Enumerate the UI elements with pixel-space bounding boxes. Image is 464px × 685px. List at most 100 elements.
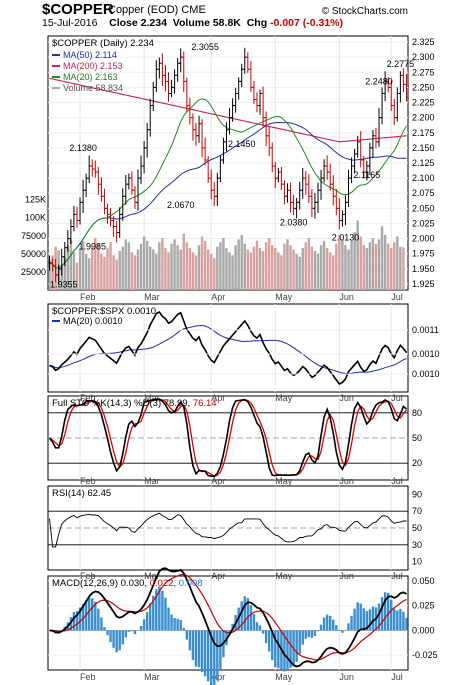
ratio-panel-frame [47, 303, 409, 393]
macd-histogram-bar [130, 630, 134, 632]
volume-bar [258, 248, 262, 290]
macd-y-tick-label: 0.000 [412, 625, 435, 635]
volume-bar [210, 253, 213, 290]
sto-y-tick-label: 80 [412, 408, 422, 418]
macd-title-macd: 0.030, [121, 578, 150, 589]
macd-title-hist: 0.008 [179, 578, 203, 589]
macd-histogram-bar [182, 627, 185, 631]
quote-line: 15-Jul-2016 Close 2.234 Volume 58.8K Chg… [42, 17, 343, 29]
sto-title-d: 76.14 [193, 398, 217, 409]
macd-histogram-bar [121, 630, 124, 645]
price-annotation: 2.0670 [167, 200, 195, 210]
sto-panel-month-label-may: May [275, 476, 293, 486]
sto-d-line [49, 398, 408, 477]
volume-bar [145, 240, 149, 290]
macd-histogram-bar [109, 630, 112, 643]
volume-bar [332, 255, 335, 290]
price-y-tick-label: 2.025 [412, 218, 435, 228]
volume-bar [225, 248, 228, 290]
volume-bar [386, 243, 390, 290]
price-y-tick-label: 2.075 [412, 188, 435, 198]
macd-histogram-bar [328, 615, 332, 631]
volume-bar [161, 237, 164, 290]
volume-bar [127, 242, 131, 290]
rsi-y-tick-label: 50 [412, 523, 422, 533]
price-panel-month-label-mar: Mar [144, 292, 160, 302]
volume-value: 58.8K [212, 17, 241, 29]
sto-y-tick-label: 50 [412, 433, 422, 443]
volume-bar [188, 248, 192, 290]
sto-panel-month-label-feb: Feb [80, 476, 96, 486]
price-y-tick-label: 2.300 [412, 52, 435, 62]
ma200-line [49, 77, 407, 143]
volume-bar [380, 226, 384, 290]
sto-chart-title: Full STO %K(14,3) %D(3) 78.99, 76.14 [52, 398, 217, 409]
price-annotation: 2.2775 [387, 59, 415, 69]
sto-panel-month-label-apr: Apr [211, 476, 225, 486]
macd-histogram-bar [145, 612, 149, 631]
macd-histogram-bar [365, 610, 369, 631]
macd-histogram-bar [72, 611, 76, 631]
volume-bar [277, 252, 280, 290]
macd-histogram-bar [298, 630, 301, 655]
ma50-line [49, 121, 407, 269]
macd-histogram-bar [200, 630, 204, 672]
macd-histogram-bar [313, 630, 317, 636]
volume-bar [94, 237, 97, 290]
volume-bar [267, 237, 271, 290]
price-y-tick-label: 2.125 [412, 158, 435, 168]
macd-y-tick-label: 0.025 [412, 601, 435, 611]
macd-histogram-bar [213, 630, 216, 685]
macd-histogram-bar [173, 617, 176, 631]
volume-bar [313, 250, 317, 290]
volume-bar [197, 245, 201, 290]
volume-bar [255, 240, 259, 290]
volume-bar [393, 242, 396, 290]
volume-bar [301, 248, 304, 290]
volume-bar [240, 235, 243, 290]
macd-histogram-bar [274, 630, 277, 668]
price-annotation: 1.9355 [50, 280, 78, 290]
volume-bar [179, 249, 182, 290]
volume-bar [243, 243, 246, 290]
volume-bar [368, 242, 372, 290]
volume-tick-label: 100K [25, 213, 46, 223]
macd-title-name: MACD(12,26,9) [52, 578, 121, 589]
volume-bar [295, 253, 298, 290]
volume-bar [292, 249, 295, 290]
macd-panel-month-label-may: May [275, 672, 293, 682]
volume-bar [316, 253, 320, 290]
volume-bar [84, 253, 88, 290]
volume-bar [328, 252, 332, 290]
rsi-chart-title: RSI(14) 62.45 [52, 488, 111, 499]
ratio-panel-month-label-may: May [275, 393, 293, 403]
volume-bar [371, 237, 375, 290]
macd-line [49, 567, 407, 668]
volume-bar [219, 242, 222, 290]
volume-bar [51, 255, 54, 290]
volume-bar [206, 249, 210, 290]
volume-bar [237, 239, 240, 290]
volume-bar [139, 243, 143, 290]
volume-bar [289, 245, 292, 290]
volume-bar [264, 242, 268, 290]
sto-title-k: 78.99, [164, 398, 193, 409]
macd-panel-month-label-mar: Mar [144, 672, 160, 682]
macd-histogram-bar [356, 602, 359, 631]
volume-bar [216, 246, 219, 290]
volume-bar [383, 235, 387, 290]
volume-bar [69, 239, 73, 290]
volume-bar [335, 243, 338, 290]
volume-bar [103, 256, 106, 290]
volume-bar [121, 246, 124, 290]
price-annotation: 2.1450 [228, 139, 256, 149]
volume-bar [213, 258, 216, 290]
price-y-tick-label: 1.950 [412, 264, 435, 274]
volume-bar [234, 245, 237, 290]
price-y-tick-label: 1.975 [412, 249, 435, 259]
volume-bar [307, 237, 311, 290]
rsi-panel-month-label-jun: Jun [339, 571, 354, 581]
volume-bar [91, 246, 94, 290]
macd-histogram-bar [152, 595, 155, 631]
